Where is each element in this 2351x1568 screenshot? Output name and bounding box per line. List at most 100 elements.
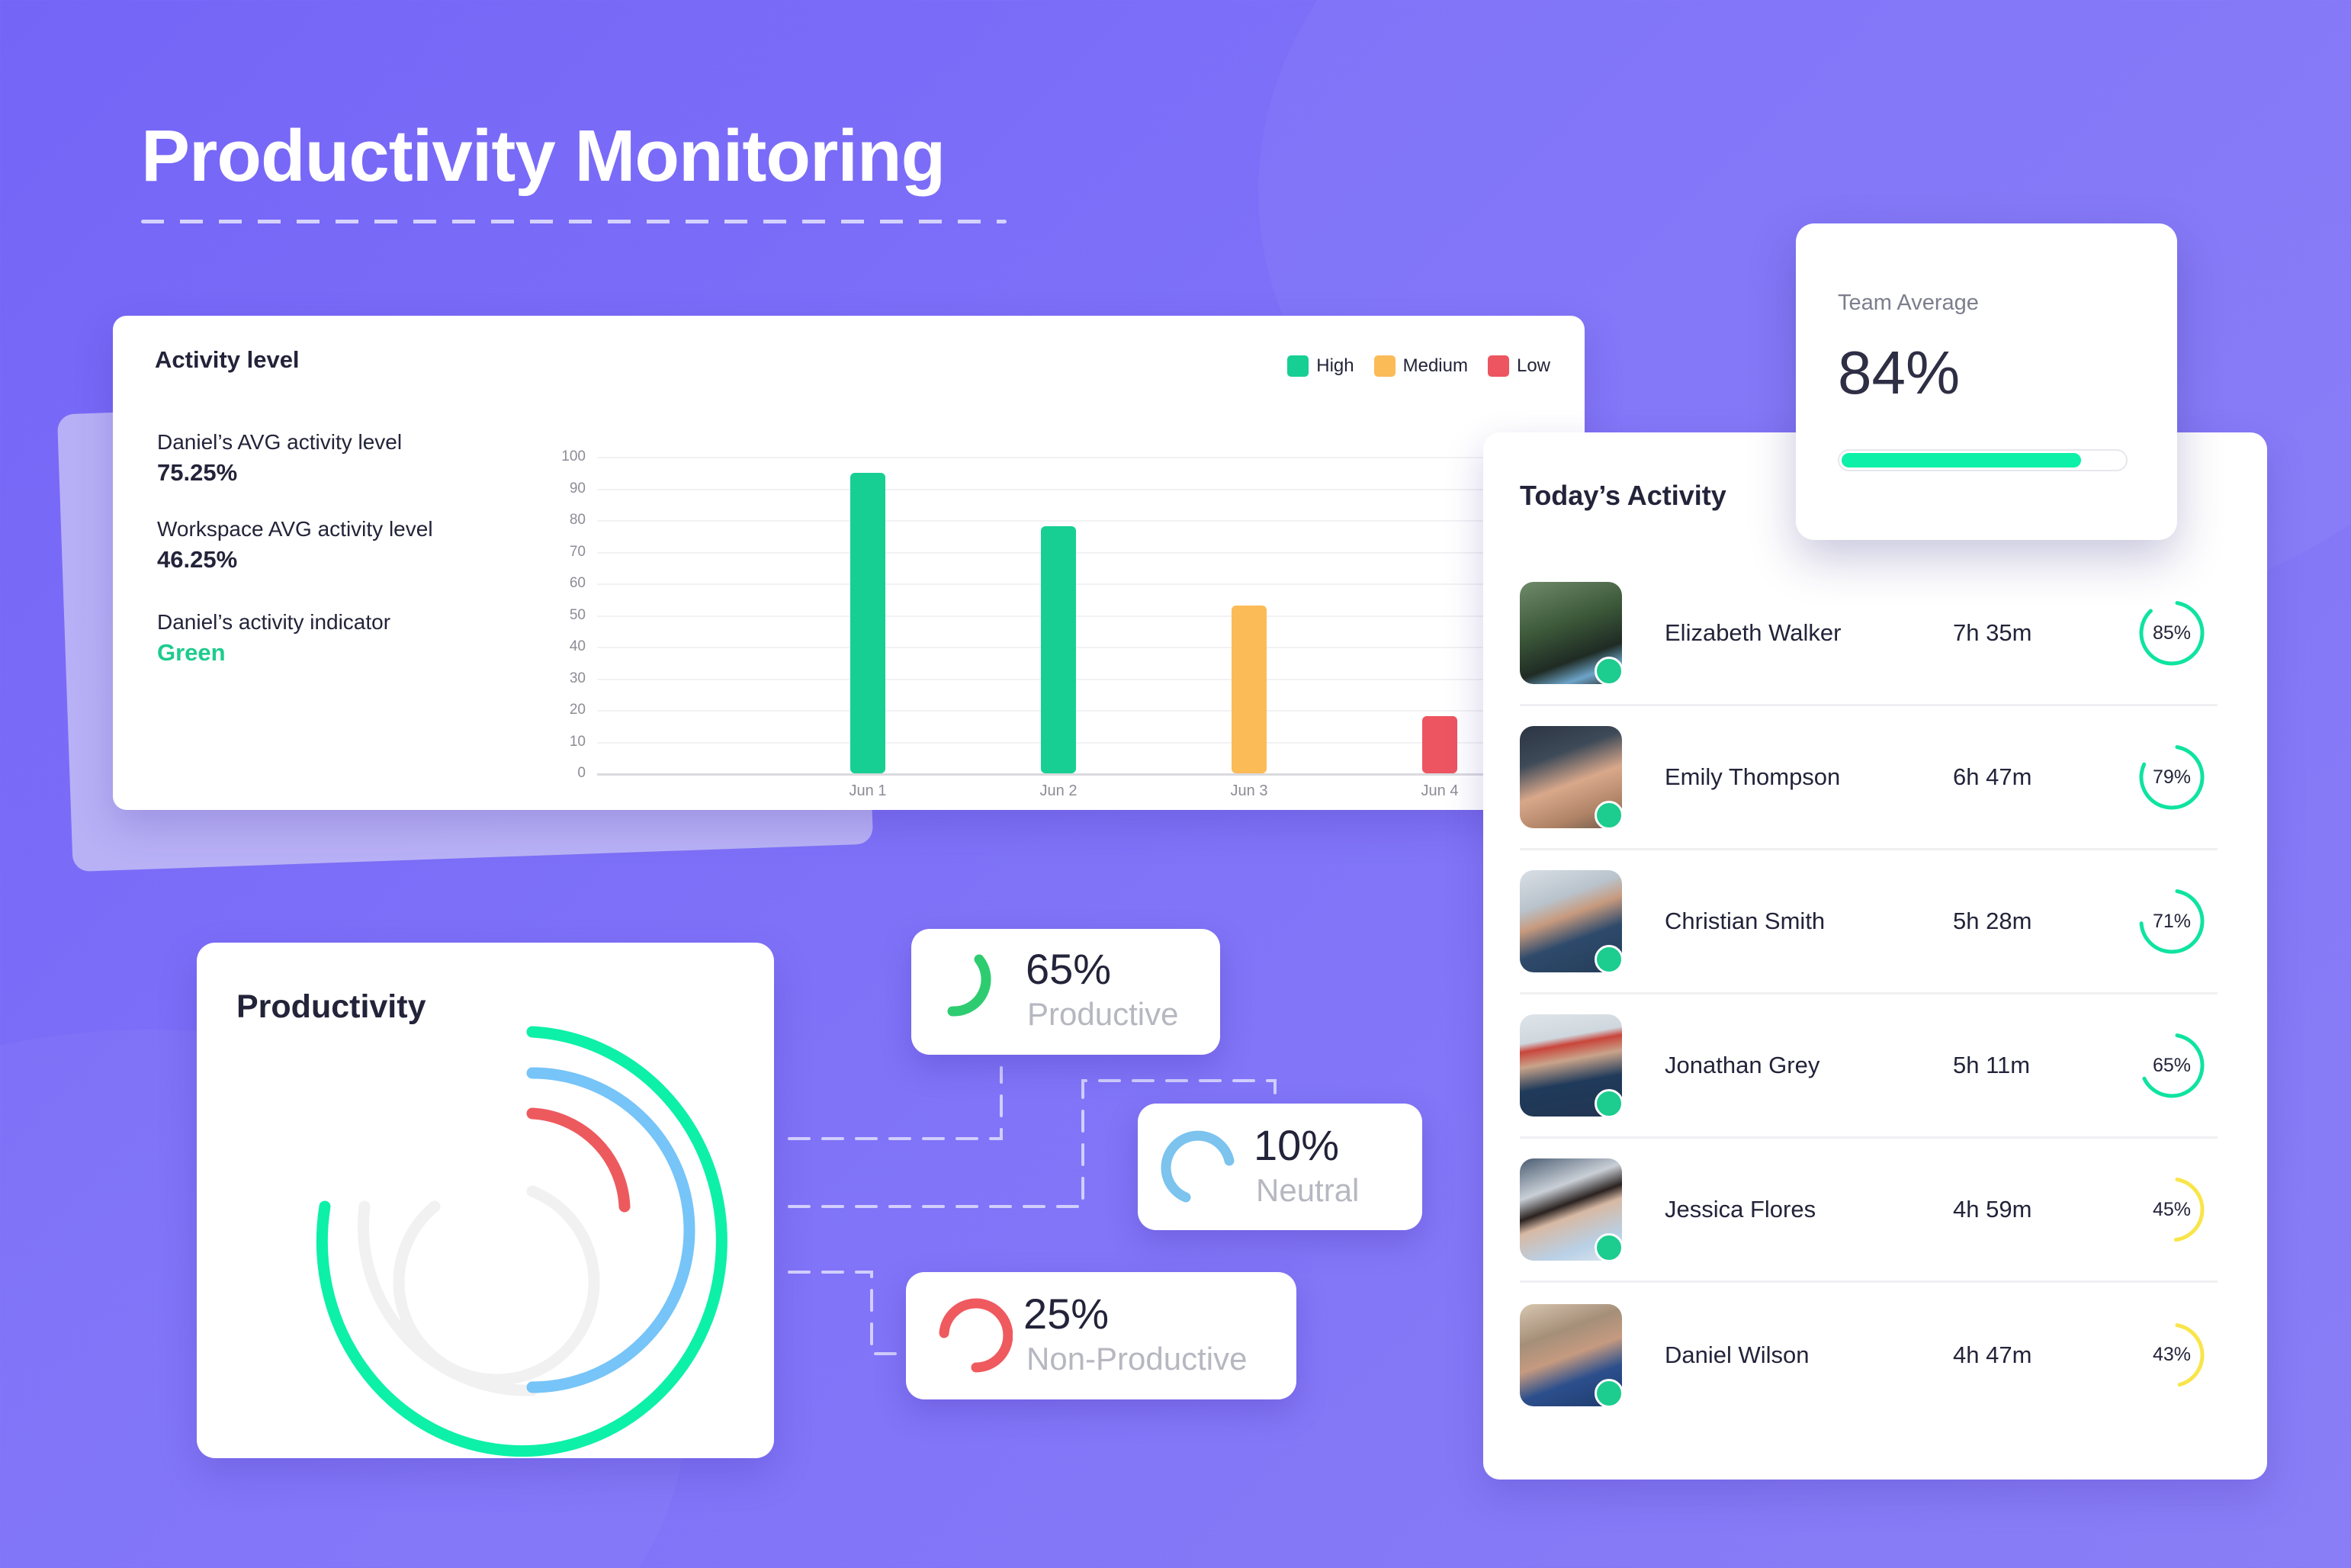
online-status-icon: [1595, 1378, 1624, 1408]
person-name: Jessica Flores: [1665, 1196, 1816, 1223]
online-status-icon: [1595, 1233, 1624, 1262]
team-average-value: 84%: [1838, 339, 1961, 406]
person-row[interactable]: Elizabeth Walker 7h 35m 85%: [1520, 562, 2218, 706]
activity-level-title: Activity level: [155, 346, 300, 373]
x-axis-tick: Jun 3: [1230, 782, 1268, 799]
stat-value: 75.25%: [157, 459, 238, 486]
person-time: 6h 47m: [1953, 763, 2032, 790]
person-time: 5h 28m: [1953, 908, 2032, 934]
avatar[interactable]: [1520, 582, 1624, 686]
gridline: [597, 520, 1585, 522]
avatar[interactable]: [1520, 1303, 1624, 1408]
score-percent: 79%: [2152, 766, 2192, 788]
gridline: [597, 647, 1585, 648]
bar-jun-2[interactable]: [1041, 526, 1076, 773]
bar-jun-3[interactable]: [1232, 606, 1267, 773]
person-name: Daniel Wilson: [1665, 1341, 1810, 1368]
person-row[interactable]: Christian Smith 5h 28m 71%: [1520, 850, 2218, 994]
gridline: [597, 710, 1585, 712]
score-ring: 43%: [2135, 1319, 2208, 1392]
person-name: Christian Smith: [1665, 908, 1826, 934]
productive-ring-icon: [947, 954, 991, 1017]
avatar[interactable]: [1520, 870, 1624, 974]
page-title: Productivity Monitoring: [141, 115, 946, 197]
y-axis-tick: 0: [577, 765, 586, 781]
legend-label: High: [1316, 355, 1354, 376]
y-axis-tick: 90: [569, 480, 586, 496]
gridline: [597, 615, 1585, 617]
y-axis-tick: 50: [569, 606, 586, 623]
person-row[interactable]: Daniel Wilson 4h 47m 43%: [1520, 1283, 2218, 1427]
bar-jun-4[interactable]: [1422, 716, 1457, 773]
legend-item-high[interactable]: High: [1287, 355, 1354, 377]
productive-label: Productive: [1027, 996, 1179, 1032]
person-name: Jonathan Grey: [1665, 1052, 1820, 1078]
score-ring: 79%: [2135, 741, 2208, 814]
online-status-icon: [1595, 1089, 1624, 1118]
team-average-progress-fill: [1842, 453, 2082, 468]
stat-value: 46.25%: [157, 546, 238, 573]
y-axis-tick: 80: [569, 512, 586, 528]
online-status-icon: [1595, 945, 1624, 974]
y-axis-tick: 20: [569, 702, 586, 718]
legend-swatch-high: [1287, 355, 1309, 377]
stat-label: Daniel’s AVG activity level: [157, 430, 403, 454]
avatar[interactable]: [1520, 726, 1624, 830]
online-status-icon: [1595, 657, 1624, 686]
avatar[interactable]: [1520, 1158, 1624, 1262]
score-ring: 45%: [2135, 1173, 2208, 1246]
neutral-percent: 10%: [1254, 1121, 1340, 1169]
y-axis-tick: 70: [569, 543, 586, 560]
x-axis-tick: Jun 1: [849, 782, 887, 799]
y-axis-tick: 60: [569, 575, 586, 591]
team-average-label: Team Average: [1838, 291, 1979, 315]
progress-ring-icon: [2139, 600, 2205, 666]
stat-label: Daniel’s activity indicator: [157, 610, 391, 634]
person-row[interactable]: Jonathan Grey 5h 11m 65%: [1520, 994, 2218, 1139]
person-row[interactable]: Emily Thompson 6h 47m 79%: [1520, 706, 2218, 850]
avatar[interactable]: [1520, 1014, 1624, 1118]
score-ring: 85%: [2135, 596, 2208, 670]
progress-ring-icon: [2139, 1322, 2205, 1387]
person-name: Elizabeth Walker: [1665, 619, 1842, 646]
team-average-card: Team Average 84%: [1796, 223, 2177, 540]
y-axis-tick: 100: [561, 448, 586, 464]
productive-callout[interactable]: 65% Productive: [911, 929, 1220, 1055]
x-axis-tick: Jun 4: [1421, 782, 1459, 799]
legend-label: Medium: [1402, 355, 1468, 376]
productivity-card: Productivity: [197, 943, 774, 1458]
ring-neutral: [526, 1067, 695, 1393]
person-row[interactable]: Jessica Flores 4h 59m 45%: [1520, 1139, 2218, 1283]
person-time: 7h 35m: [1953, 619, 2032, 646]
score-percent: 71%: [2152, 910, 2192, 932]
y-axis-tick: 40: [569, 638, 586, 654]
productivity-title: Productivity: [236, 988, 426, 1025]
legend-swatch-low: [1487, 355, 1509, 377]
team-average-progress-bar: [1838, 449, 2128, 471]
legend-item-low[interactable]: Low: [1487, 355, 1550, 377]
stat-workspace-avg: Workspace AVG activity level 46.25%: [157, 517, 433, 574]
legend-item-medium[interactable]: Medium: [1373, 355, 1468, 377]
neutral-ring-icon: [1161, 1130, 1235, 1203]
person-time: 5h 11m: [1953, 1052, 2031, 1078]
progress-ring-icon: [2139, 1033, 2205, 1098]
x-axis-baseline: [597, 773, 1585, 776]
score-percent: 65%: [2152, 1054, 2192, 1076]
score-percent: 85%: [2152, 622, 2192, 644]
activity-indicator-value: Green: [157, 639, 226, 666]
neutral-callout[interactable]: 10% Neutral: [1138, 1104, 1422, 1230]
gridline: [597, 457, 1585, 458]
bar-jun-1[interactable]: [850, 472, 885, 773]
todays-activity-card: Today’s Activity Elizabeth Walker 7h 35m…: [1483, 432, 2267, 1480]
gridline: [597, 678, 1585, 680]
non-productive-callout[interactable]: 25% Non-Productive: [906, 1272, 1296, 1399]
activity-level-card: Activity level High Medium Low Daniel’s …: [113, 316, 1585, 810]
person-name: Emily Thompson: [1665, 763, 1841, 790]
activity-stats: Daniel’s AVG activity level 75.25% Works…: [157, 430, 433, 697]
productivity-radial-chart: [316, 1026, 727, 1457]
score-percent: 43%: [2152, 1344, 2192, 1365]
ring-track-non-productive: [393, 1185, 600, 1386]
online-status-icon: [1595, 801, 1624, 830]
productive-percent: 65%: [1026, 945, 1112, 993]
gridline: [597, 741, 1585, 744]
